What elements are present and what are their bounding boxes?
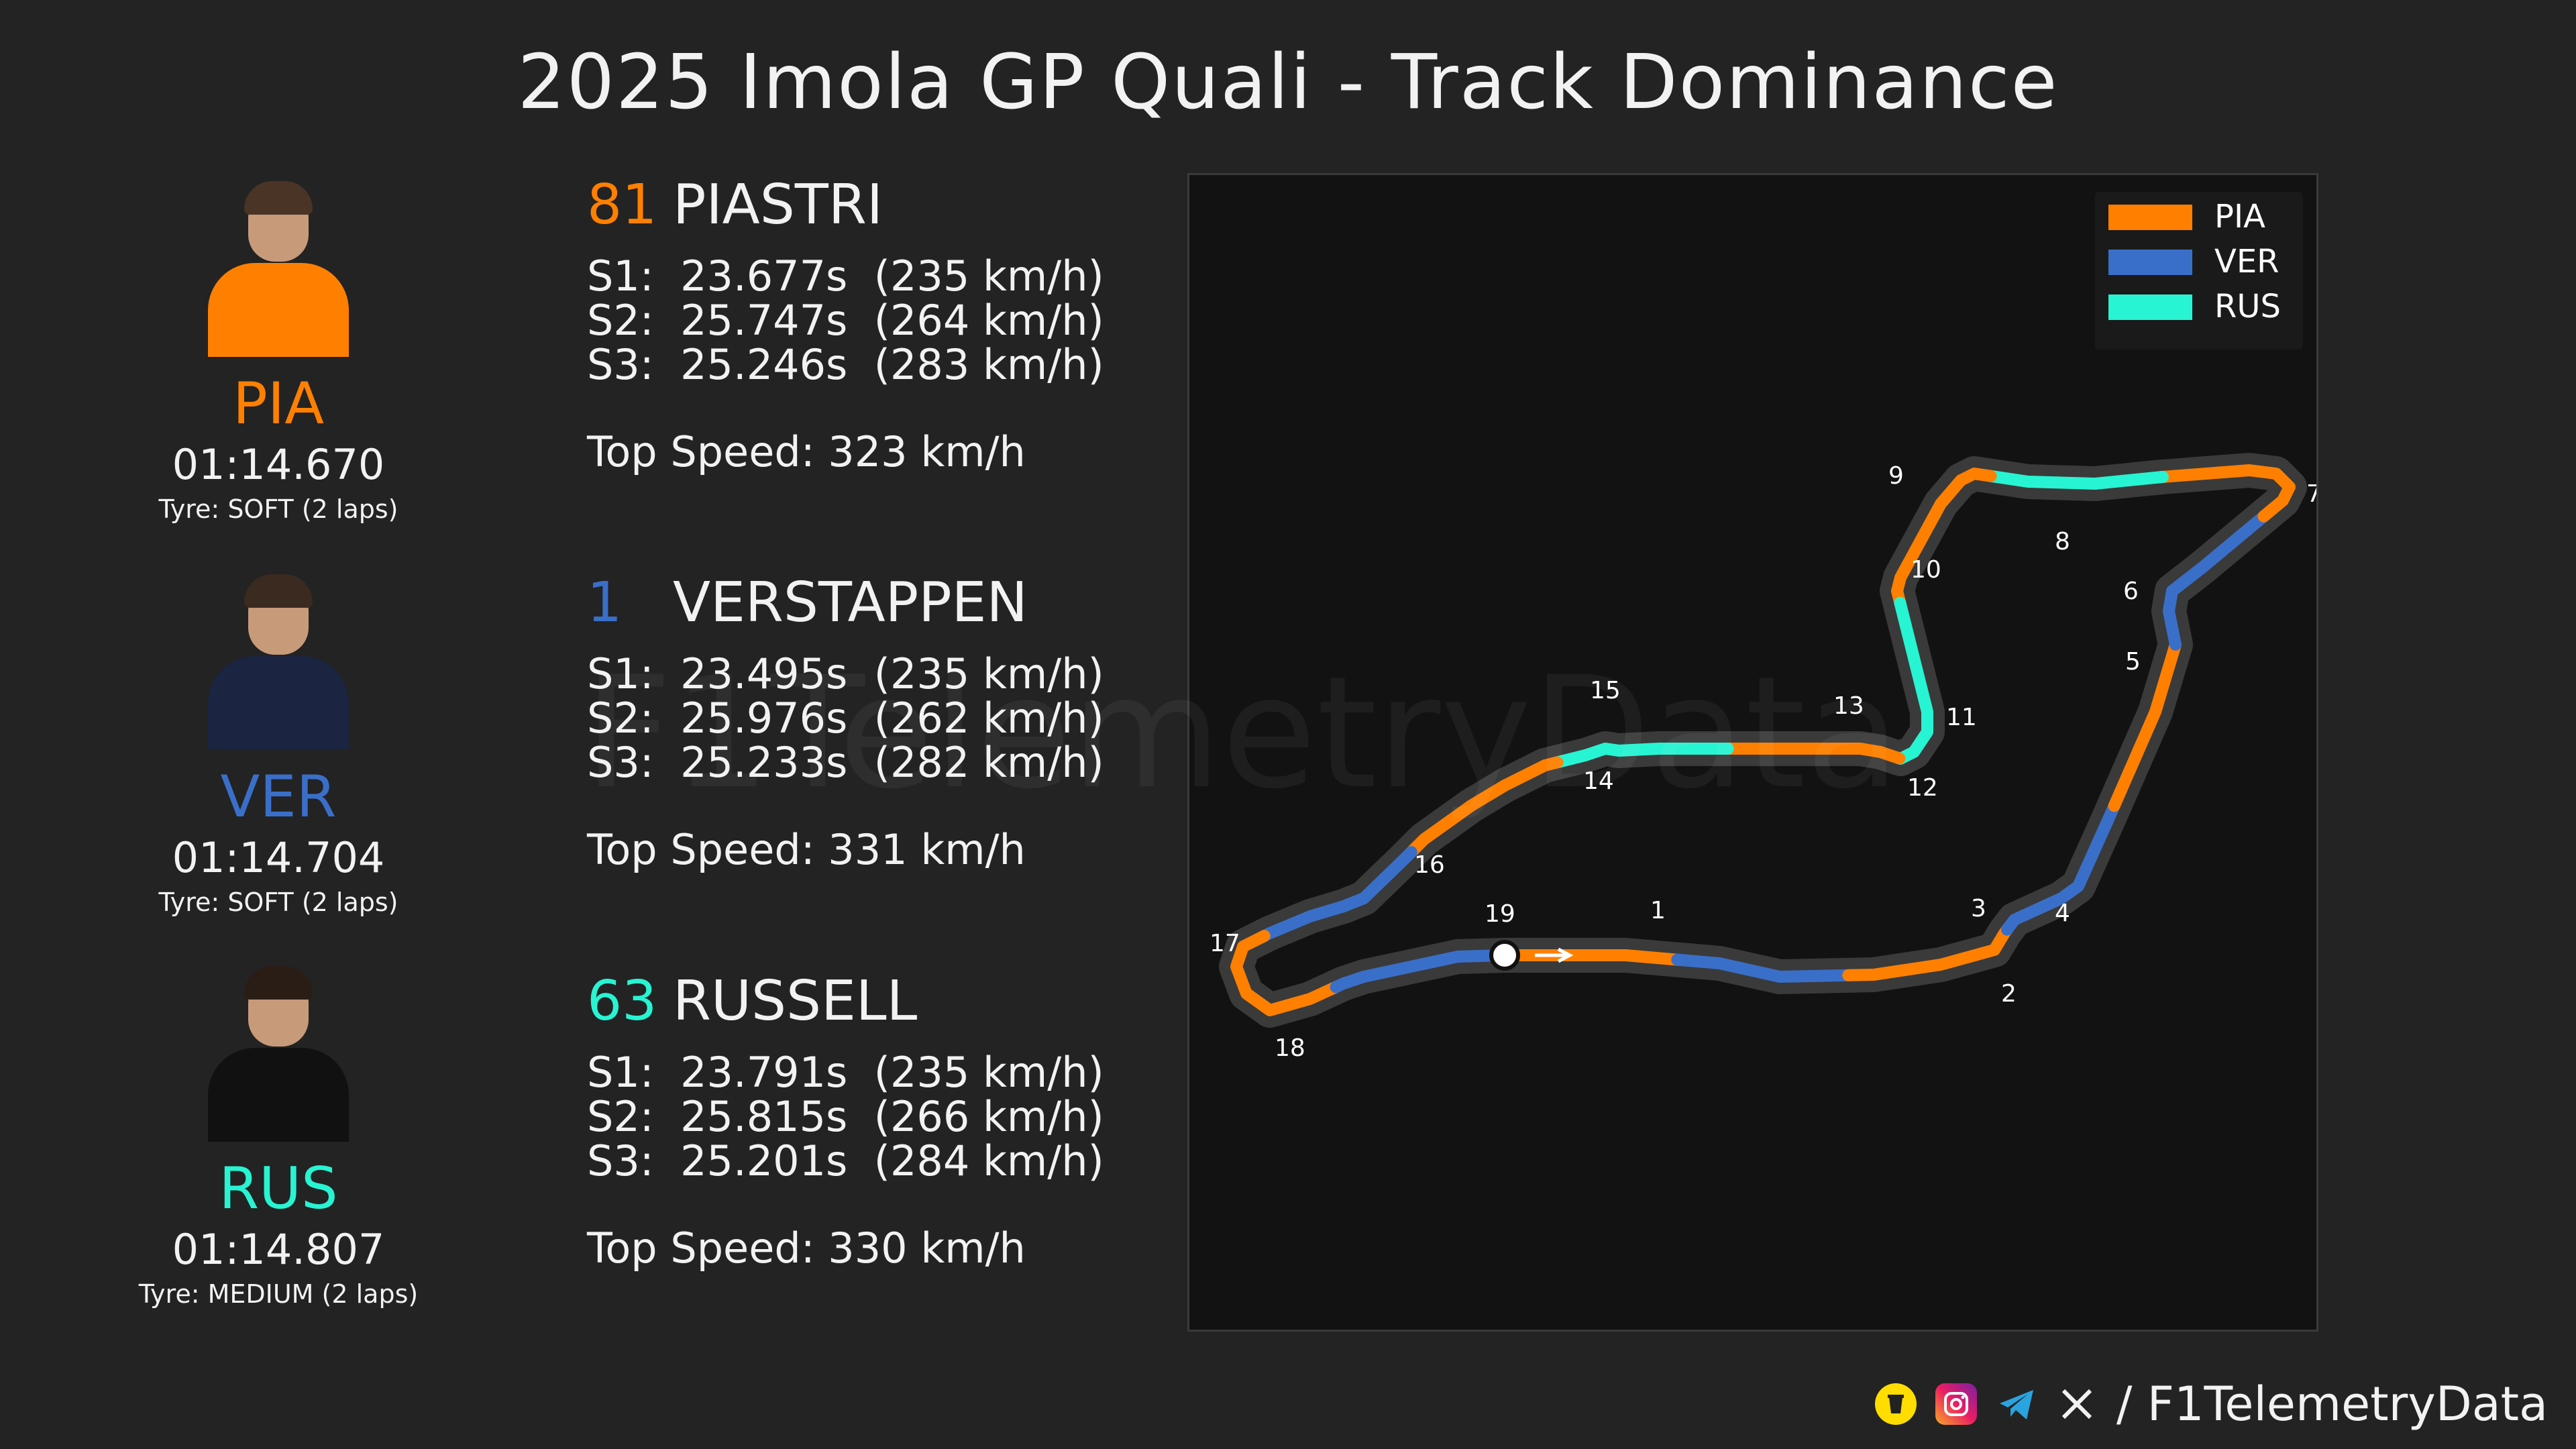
mini-sector-ver xyxy=(1330,949,1511,994)
legend: PIA VER RUS xyxy=(2095,192,2303,350)
direction-arrow-icon xyxy=(1535,947,1574,963)
start-marker xyxy=(1489,940,1520,971)
watermark: F1TelemetryData xyxy=(584,644,1900,823)
corner-label-7: 7 xyxy=(2306,480,2316,508)
driver-laptime: 01:14.704 xyxy=(172,833,385,882)
legend-swatch-rus xyxy=(2108,294,2192,320)
sector-3-time: S3: 25.246s (283 km/h) xyxy=(587,340,1104,389)
driver-laptime: 01:14.807 xyxy=(172,1225,385,1274)
driver-tyre: Tyre: SOFT (2 laps) xyxy=(158,888,398,917)
driver-heading: 81 PIASTRI xyxy=(587,173,1191,237)
driver-laptime: 01:14.670 xyxy=(172,440,385,489)
sector-1-time: S1: 23.495s (235 km/h) xyxy=(587,649,1104,698)
legend-label-rus: RUS xyxy=(2214,288,2281,325)
corner-label-4: 4 xyxy=(2055,900,2070,927)
mini-sector-pia xyxy=(1499,949,1685,966)
instagram-icon[interactable] xyxy=(1935,1383,1977,1425)
footer: / F1TelemetryData xyxy=(1874,1374,2548,1434)
social-handle[interactable]: / F1TelemetryData xyxy=(2116,1377,2548,1432)
sector-1-time: S1: 23.677s (235 km/h) xyxy=(587,252,1104,301)
driver-heading: 63 RUSSELL xyxy=(587,969,1191,1033)
mini-sector-ver xyxy=(1671,953,1856,983)
top-speed: Top Speed: 331 km/h xyxy=(587,825,1026,874)
corner-label-2: 2 xyxy=(2001,980,2017,1008)
corner-label-15: 15 xyxy=(1590,677,1621,704)
page-title: 2025 Imola GP Quali - Track Dominance xyxy=(517,39,2059,126)
mini-sector-rus xyxy=(1983,470,2169,490)
driver-portrait-pia xyxy=(201,176,356,357)
x-icon[interactable] xyxy=(2056,1383,2098,1425)
corner-label-8: 8 xyxy=(2055,528,2070,555)
legend-swatch-pia xyxy=(2108,205,2192,230)
driver-abbr: RUS xyxy=(219,1155,338,1222)
corner-label-17: 17 xyxy=(1210,930,1240,957)
corner-label-18: 18 xyxy=(1275,1034,1305,1062)
sector-2-time: S2: 25.976s (262 km/h) xyxy=(587,694,1104,743)
driver-name: PIASTRI xyxy=(673,173,883,237)
legend-label-pia: PIA xyxy=(2214,198,2265,235)
sector-3-time: S3: 25.201s (284 km/h) xyxy=(587,1136,1104,1185)
mini-sector-rus xyxy=(1550,743,1734,769)
legend-swatch-ver xyxy=(2108,250,2192,275)
driver-heading: 1 VERSTAPPEN xyxy=(587,571,1191,635)
driver-abbr: VER xyxy=(220,763,337,830)
corner-label-6: 6 xyxy=(2123,578,2139,605)
corner-label-19: 19 xyxy=(1485,900,1515,928)
mini-sector-pia xyxy=(1891,468,1997,610)
mini-sector-pia xyxy=(1720,743,1906,765)
sector-1-time: S1: 23.791s (235 km/h) xyxy=(587,1048,1104,1097)
mini-sector-ver xyxy=(2000,798,2121,936)
driver-tyre: Tyre: SOFT (2 laps) xyxy=(158,494,398,524)
driver-card-pia: PIA 01:14.670 Tyre: SOFT (2 laps) xyxy=(101,176,456,524)
driver-card-rus: RUS 01:14.807 Tyre: MEDIUM (2 laps) xyxy=(101,961,456,1309)
top-speed: Top Speed: 330 km/h xyxy=(587,1224,1026,1273)
driver-portrait-rus xyxy=(201,961,356,1142)
driver-number: 1 xyxy=(587,571,623,635)
corner-label-1: 1 xyxy=(1650,897,1666,924)
top-speed: Top Speed: 323 km/h xyxy=(587,427,1026,476)
corner-label-10: 10 xyxy=(1911,556,1941,584)
sector-2-time: S2: 25.747s (264 km/h) xyxy=(587,296,1104,345)
telegram-icon[interactable] xyxy=(1996,1383,2037,1425)
driver-name: RUSSELL xyxy=(673,969,918,1033)
sector-2-time: S2: 25.815s (266 km/h) xyxy=(587,1092,1104,1141)
corner-label-5: 5 xyxy=(2125,648,2141,676)
coffee-icon[interactable] xyxy=(1874,1383,1917,1425)
driver-number: 81 xyxy=(587,173,657,237)
corner-label-12: 12 xyxy=(1907,774,1938,802)
stats-block-ver: 1 VERSTAPPEN S1: 23.495s (235 km/h) S2: 2… xyxy=(587,571,1191,874)
mini-sector-pia xyxy=(1404,756,1564,859)
corner-label-14: 14 xyxy=(1583,767,1614,795)
sector-3-time: S3: 25.233s (282 km/h) xyxy=(587,738,1104,787)
stats-block-rus: 63 RUSSELL S1: 23.791s (235 km/h) S2: 25.… xyxy=(587,969,1191,1273)
stats-block-pia: 81 PIASTRI S1: 23.677s (235 km/h) S2: 25.… xyxy=(587,173,1191,476)
corner-label-13: 13 xyxy=(1833,692,1864,720)
corner-label-16: 16 xyxy=(1414,851,1445,879)
corner-label-9: 9 xyxy=(1888,462,1904,490)
mini-sector-ver xyxy=(1256,846,1417,943)
corner-label-3: 3 xyxy=(1971,895,1986,922)
legend-label-ver: VER xyxy=(2214,243,2279,280)
driver-tyre: Tyre: MEDIUM (2 laps) xyxy=(138,1279,419,1309)
corner-label-11: 11 xyxy=(1946,704,1977,731)
driver-portrait-ver xyxy=(201,569,356,750)
driver-name: VERSTAPPEN xyxy=(673,571,1028,635)
driver-number: 63 xyxy=(587,969,657,1033)
driver-abbr: PIA xyxy=(232,370,325,437)
driver-card-ver: VER 01:14.704 Tyre: SOFT (2 laps) xyxy=(101,569,456,917)
mini-sector-pia xyxy=(1230,930,1344,1016)
